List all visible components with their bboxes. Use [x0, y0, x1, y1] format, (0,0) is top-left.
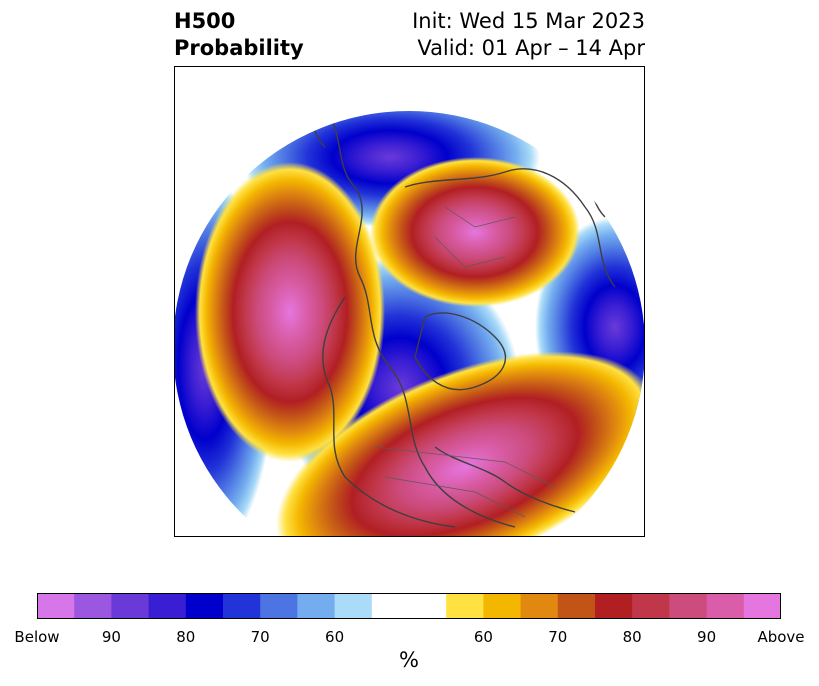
colorbar-units: %: [399, 648, 419, 672]
colorbar-tick-label: 80: [622, 628, 642, 646]
colorbar-swatch: [669, 593, 708, 619]
colorbar-tick-label: 60: [325, 628, 345, 646]
colorbar-tick-label: Below: [14, 628, 60, 646]
colorbar-swatch: [74, 593, 112, 619]
colorbar-tick-label: Above: [757, 628, 805, 646]
polar-map: [174, 66, 645, 537]
colorbar-swatch: [632, 593, 670, 619]
colorbar-swatch: [148, 593, 187, 619]
borders: [374, 206, 556, 518]
title-init-date: Init: Wed 15 Mar 2023: [412, 9, 645, 33]
colorbar-swatch: [334, 593, 373, 619]
colorbar-swatch: [185, 593, 224, 619]
colorbar-swatch: [223, 593, 261, 619]
colorbar-tick-label: 70: [548, 628, 568, 646]
colorbar-swatch: [557, 593, 596, 619]
colorbar-swatch: [520, 593, 559, 619]
colorbar-swatch: [743, 593, 781, 619]
colorbar-swatch: [297, 593, 336, 619]
colorbar-swatch: [111, 593, 150, 619]
title-valid-range: Valid: 01 Apr – 14 Apr: [417, 36, 645, 60]
colorbar-swatch: [260, 593, 298, 619]
chart-title-left: H500 Probability: [174, 8, 304, 62]
colorbar-border: [37, 593, 781, 619]
colorbar: [37, 593, 781, 619]
colorbar-swatch: [706, 593, 745, 619]
probability-field: [175, 111, 644, 536]
colorbar-swatch: [446, 593, 484, 619]
colorbar-tick-label: 90: [101, 628, 121, 646]
title-probability: Probability: [174, 36, 304, 60]
title-h500: H500: [174, 9, 236, 33]
colorbar-swatch: [37, 593, 75, 619]
colorbar-swatch: [595, 593, 633, 619]
colorbar-swatch: [483, 593, 522, 619]
colorbar-tick-label: 90: [697, 628, 717, 646]
colorbar-tick-label: 80: [176, 628, 196, 646]
colorbar-tick-label: 70: [250, 628, 270, 646]
colorbar-tick-label: 60: [473, 628, 493, 646]
colorbar-swatch: [409, 593, 447, 619]
probability-map-svg: [175, 111, 644, 536]
chart-title-right: Init: Wed 15 Mar 2023 Valid: 01 Apr – 14…: [412, 8, 645, 62]
colorbar-swatch: [371, 593, 410, 619]
